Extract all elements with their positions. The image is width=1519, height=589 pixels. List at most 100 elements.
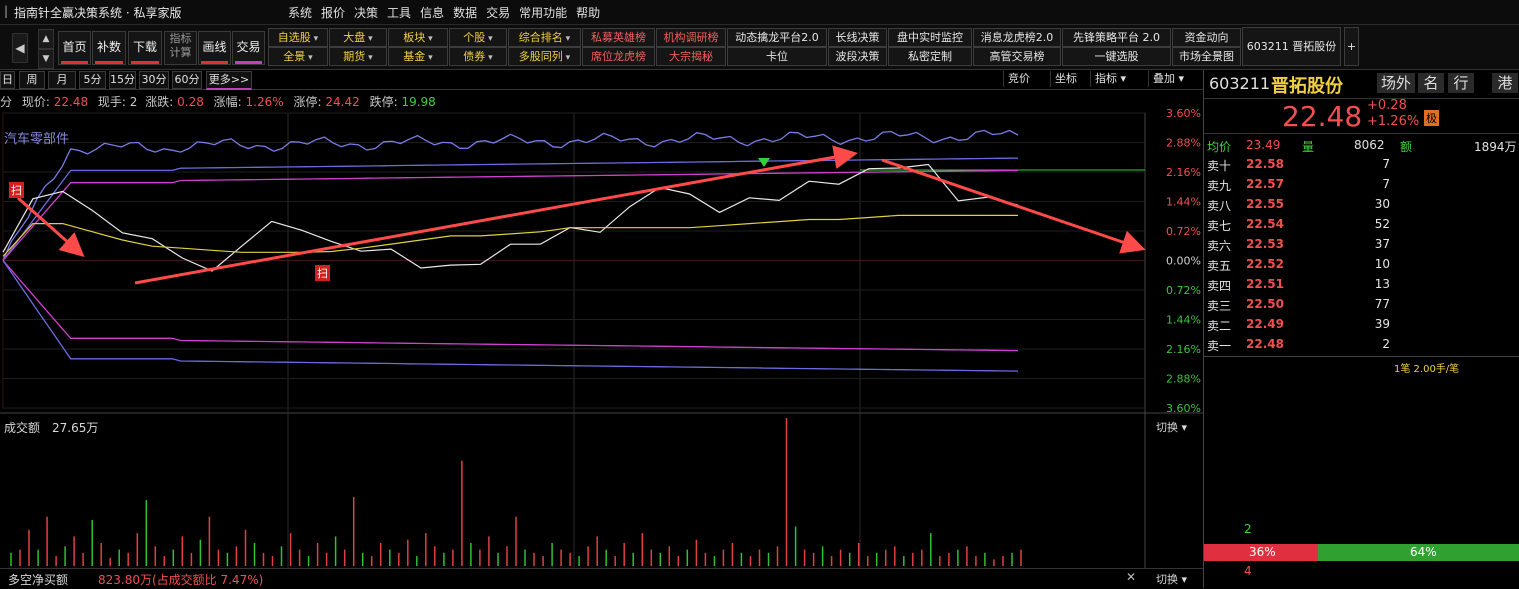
back-icon[interactable]: ◀ xyxy=(12,33,28,63)
menu-item-3[interactable]: 工具 xyxy=(387,6,412,20)
order-price: 22.50 xyxy=(1246,297,1284,311)
tag-hk[interactable]: 港 xyxy=(1492,73,1518,93)
red-pct: 36% xyxy=(1249,545,1276,559)
grid-row1-item-8[interactable]: 长线决策 xyxy=(828,28,887,47)
toolbar-button-5[interactable]: 交易 xyxy=(232,31,265,65)
switch-button-bottom[interactable]: 切换 ▾ xyxy=(1156,573,1188,586)
grid-row2-item-6[interactable]: 大宗揭秘 xyxy=(656,47,726,66)
order-price: 22.55 xyxy=(1246,197,1284,211)
order-row[interactable]: 卖三 22.50 77 xyxy=(1204,295,1519,315)
order-volume: 37 xyxy=(1374,237,1390,251)
toolbar-button-3[interactable]: 指标计算 xyxy=(164,31,197,65)
period-7[interactable]: 更多>> xyxy=(206,71,252,90)
order-row[interactable]: 卖四 22.51 13 xyxy=(1204,275,1519,295)
stock-name: 晋拓股份 xyxy=(1271,76,1343,97)
toolbar-button-2[interactable]: 下载 xyxy=(128,31,162,65)
chart-option-0[interactable]: 竞价 xyxy=(1003,71,1034,87)
grid-row2-item-4[interactable]: 多股同列 xyxy=(508,47,581,66)
menu-item-1[interactable]: 报价 xyxy=(321,6,346,20)
order-row[interactable]: 卖十 22.58 7 xyxy=(1204,155,1519,175)
toolbar-button-4[interactable]: 画线 xyxy=(198,31,231,65)
scan-marker-2[interactable]: 扫 xyxy=(315,265,330,281)
grid-row2-item-1[interactable]: 期货 xyxy=(329,47,387,66)
tag-industry[interactable]: 行 xyxy=(1448,73,1474,93)
grid-row2-item-8[interactable]: 波段决策 xyxy=(828,47,887,66)
period-0[interactable]: 日 xyxy=(0,71,15,89)
upper-outer-band xyxy=(2,129,1019,261)
menu-item-6[interactable]: 交易 xyxy=(486,6,511,20)
grid-row2-item-3[interactable]: 债券 xyxy=(449,47,507,66)
order-level: 卖二 xyxy=(1207,319,1232,333)
chart-option-3[interactable]: 叠加 ▾ xyxy=(1148,71,1188,87)
scan-marker-1[interactable]: 扫 xyxy=(9,182,24,198)
menu-item-2[interactable]: 决策 xyxy=(354,6,379,20)
menu-item-5[interactable]: 数据 xyxy=(453,6,478,20)
grid-row1-item-5[interactable]: 私募英雄榜 xyxy=(582,28,655,47)
toolbar-button-1[interactable]: 补数 xyxy=(92,31,126,65)
grid-row1-item-12[interactable]: 资金动向 xyxy=(1172,28,1241,47)
period-2[interactable]: 月 xyxy=(48,71,76,89)
grid-row2-item-0[interactable]: 全景 xyxy=(268,47,328,66)
toolbar-button-label: 首页 xyxy=(62,40,87,54)
period-3[interactable]: 5分 xyxy=(79,71,106,89)
period-4[interactable]: 15分 xyxy=(109,71,136,89)
order-volume: 2 xyxy=(1382,337,1390,351)
add-tab-button[interactable]: + xyxy=(1344,27,1359,66)
grid-row2-item-11[interactable]: 一键选股 xyxy=(1062,47,1171,66)
period-1[interactable]: 周 xyxy=(19,71,45,89)
axis-label-8: 2.16% xyxy=(1166,343,1201,356)
order-row[interactable]: 卖二 22.49 39 xyxy=(1204,315,1519,335)
menu-item-7[interactable]: 常用功能 xyxy=(519,6,568,20)
toolbar-button-0[interactable]: 首页 xyxy=(58,31,91,65)
scroll-up-icon[interactable]: ▲ xyxy=(38,29,54,49)
intraday-chart[interactable]: 3.60% 2.88% 2.16% 1.44% 0.72% 0.00% 0.72% 1.44%… xyxy=(0,108,1203,588)
order-row[interactable]: 卖一 22.48 2 xyxy=(1204,335,1519,355)
menu-item-4[interactable]: 信息 xyxy=(420,6,445,20)
grid-row2-item-5[interactable]: 席位龙虎榜 xyxy=(582,47,655,66)
price-change: +0.28 xyxy=(1367,98,1407,113)
chart-option-1[interactable]: 坐标 xyxy=(1050,71,1081,87)
grid-row1-item-9[interactable]: 盘中实时监控 xyxy=(888,28,972,47)
grid-row2-item-7[interactable]: 卡位 xyxy=(727,47,827,66)
toolbar-button-label: 画线 xyxy=(202,40,227,54)
grid-row2-item-10[interactable]: 高管交易榜 xyxy=(973,47,1061,66)
menu-item-0[interactable]: 系统 xyxy=(288,6,313,20)
menu-item-8[interactable]: 帮助 xyxy=(576,6,601,20)
period-6[interactable]: 60分 xyxy=(172,71,202,89)
grid-row2-item-12[interactable]: 市场全景图 xyxy=(1172,47,1241,66)
switch-button-top[interactable]: 切换 ▾ xyxy=(1156,421,1188,434)
close-icon[interactable]: ✕ xyxy=(1126,570,1137,584)
limit-down-value: 19.98 xyxy=(401,95,436,109)
order-level: 卖九 xyxy=(1207,179,1232,193)
order-row[interactable]: 卖五 22.52 10 xyxy=(1204,255,1519,275)
grid-row1-item-7[interactable]: 动态擒龙平台2.0 xyxy=(727,28,827,47)
chart-option-2[interactable]: 指标 ▾ xyxy=(1090,71,1130,87)
scroll-down-icon[interactable]: ▼ xyxy=(38,49,54,69)
grid-row1-item-10[interactable]: 消息龙虎榜2.0 xyxy=(973,28,1061,47)
sell-count: 4 xyxy=(1244,564,1252,578)
grid-row1-item-4[interactable]: 综合排名 xyxy=(508,28,581,47)
grid-row1-item-6[interactable]: 机构调研榜 xyxy=(656,28,726,47)
order-price: 22.58 xyxy=(1246,157,1284,171)
grid-row1-item-11[interactable]: 先锋策略平台 2.0 xyxy=(1062,28,1171,47)
order-row[interactable]: 卖七 22.54 52 xyxy=(1204,215,1519,235)
tag-otc[interactable]: 场外 xyxy=(1377,73,1415,93)
order-row[interactable]: 卖九 22.57 7 xyxy=(1204,175,1519,195)
grid-row1-item-1[interactable]: 大盘 xyxy=(329,28,387,47)
grid-row1-item-3[interactable]: 个股 xyxy=(449,28,507,47)
order-row[interactable]: 卖八 22.55 30 xyxy=(1204,195,1519,215)
tag-name[interactable]: 名 xyxy=(1418,73,1444,93)
stock-tab[interactable]: 603211 晋拓股份 xyxy=(1242,27,1341,66)
grid-row1-item-2[interactable]: 板块 xyxy=(388,28,448,47)
price-info-line: 分 现价: 22.48 现手: 2 涨跌: 0.28 涨幅: 1.26% 涨停:… xyxy=(0,93,436,110)
net-buy-bar: 多空净买额 823.80万(占成交额比 7.47%) ✕ 切换 ▾ xyxy=(0,568,1203,589)
order-row[interactable]: 卖六 22.53 37 xyxy=(1204,235,1519,255)
net-buy-value: 823.80万(占成交额比 7.47%) xyxy=(98,573,264,587)
price-pct: +1.26% xyxy=(1367,114,1420,129)
order-volume: 52 xyxy=(1374,217,1390,231)
period-5[interactable]: 30分 xyxy=(139,71,169,89)
grid-row2-item-2[interactable]: 基金 xyxy=(388,47,448,66)
grid-row1-item-0[interactable]: 自选股 xyxy=(268,28,328,47)
grid-row2-item-9[interactable]: 私密定制 xyxy=(888,47,972,66)
